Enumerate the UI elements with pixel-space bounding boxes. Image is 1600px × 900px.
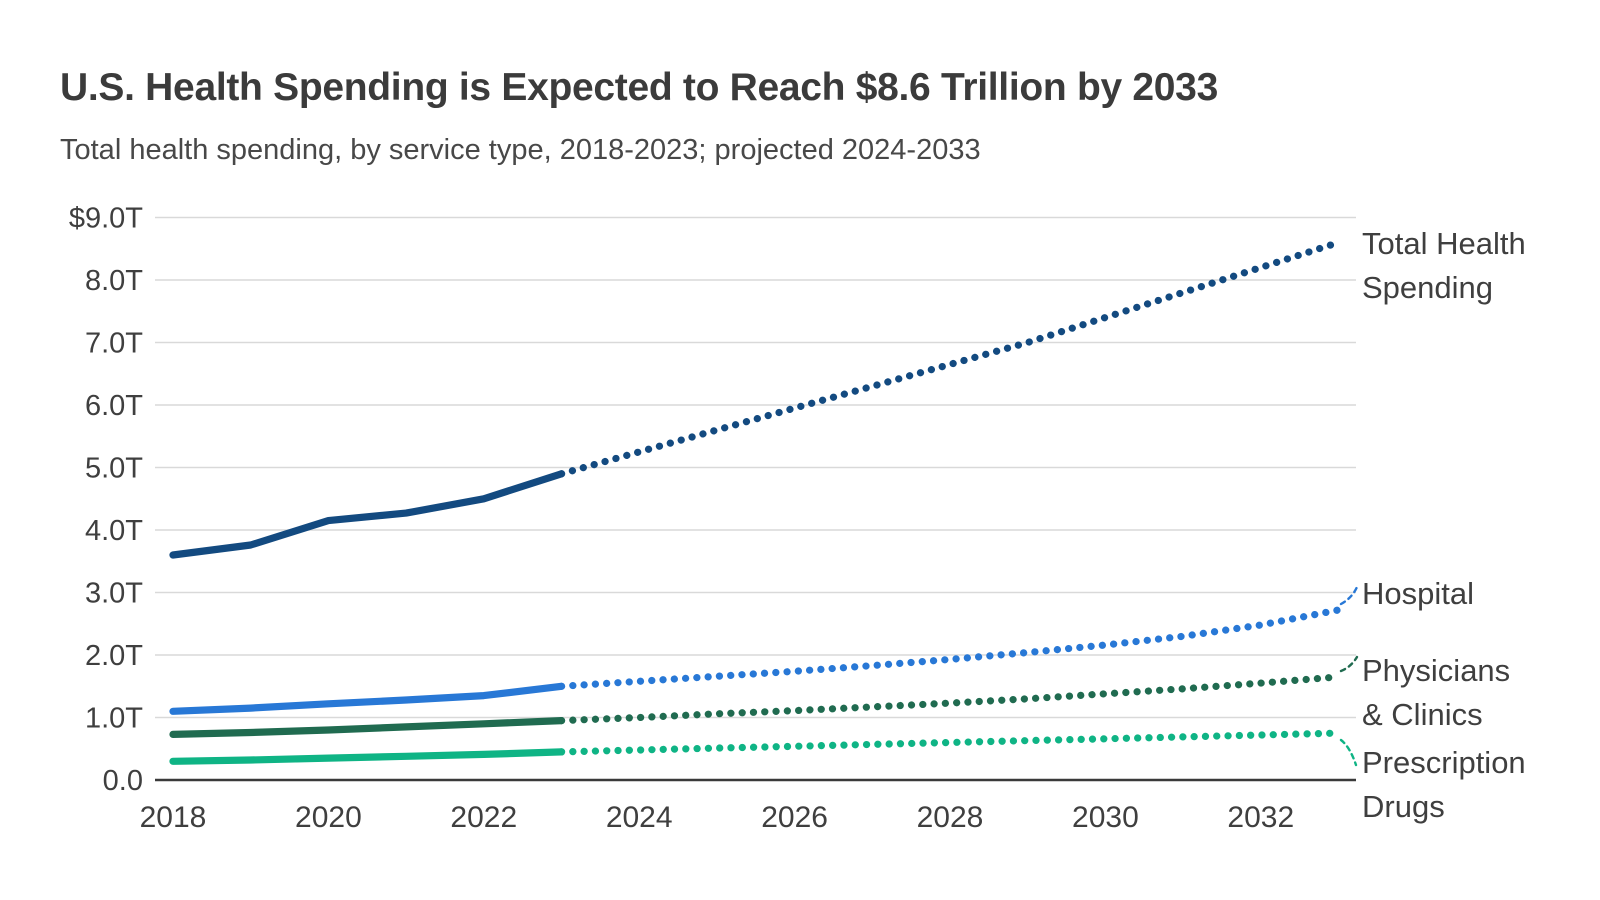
series-layer	[169, 238, 1359, 767]
series-label-total-health-spending: Spending	[1362, 270, 1493, 305]
series-line-projected-hospital	[557, 606, 1343, 690]
x-tick-label: 2026	[761, 801, 828, 834]
x-tick-label: 2032	[1227, 801, 1294, 834]
y-tick-label: 5.0T	[85, 453, 143, 485]
series-label-physicians-clinics: Physicians	[1362, 653, 1510, 688]
axis-layer: $9.0T 8.0T 7.0T 6.0T 5.0T 4.0T 3.0T 2.0T 1.0T 0.0…	[69, 203, 1294, 835]
series-line-projected-prescription-drugs	[557, 729, 1343, 756]
series-label-prescription-drugs: Drugs	[1362, 789, 1445, 824]
series-line-historical-physicians-clinics	[169, 716, 566, 739]
series-line-historical-total-health-spending	[169, 470, 566, 559]
x-tick-label: 2022	[450, 801, 517, 834]
series-label-physicians-clinics: & Clinics	[1362, 697, 1483, 732]
series-label-layer: Total Health Spending Hospital Physicians & …	[1362, 226, 1526, 824]
series-label-total-health-spending: Total Health	[1362, 226, 1526, 261]
series-line-projected-physicians-clinics	[557, 673, 1343, 725]
y-tick-label: 6.0T	[85, 390, 143, 422]
grid-layer	[155, 216, 1356, 782]
series-label-hospital: Hospital	[1362, 576, 1474, 611]
series-line-historical-hospital	[169, 682, 566, 715]
x-tick-label: 2030	[1072, 801, 1139, 834]
leader-line-prescription-drugs	[1339, 738, 1358, 767]
y-tick-label: $9.0T	[69, 203, 143, 235]
series-label-prescription-drugs: Prescription	[1362, 745, 1526, 780]
series-line-historical-prescription-drugs	[169, 748, 566, 765]
x-tick-label: 2024	[606, 801, 673, 834]
y-tick-label: 4.0T	[85, 515, 143, 547]
chart-title: U.S. Health Spending is Expected to Reac…	[60, 66, 1218, 109]
leader-line-hospital	[1339, 585, 1359, 606]
chart-subtitle: Total health spending, by service type, …	[60, 134, 981, 166]
y-tick-label: 8.0T	[85, 265, 143, 297]
x-tick-label: 2018	[140, 801, 207, 834]
y-tick-label: 2.0T	[85, 640, 143, 672]
y-tick-label: 0.0	[103, 765, 143, 797]
series-line-projected-total-health-spending	[557, 238, 1343, 478]
x-tick-label: 2028	[917, 801, 984, 834]
y-tick-label: 1.0T	[85, 703, 143, 735]
y-tick-label: 7.0T	[85, 328, 143, 360]
leader-line-physicians-clinics	[1339, 655, 1359, 673]
y-tick-label: 3.0T	[85, 578, 143, 610]
x-tick-label: 2020	[295, 801, 362, 834]
